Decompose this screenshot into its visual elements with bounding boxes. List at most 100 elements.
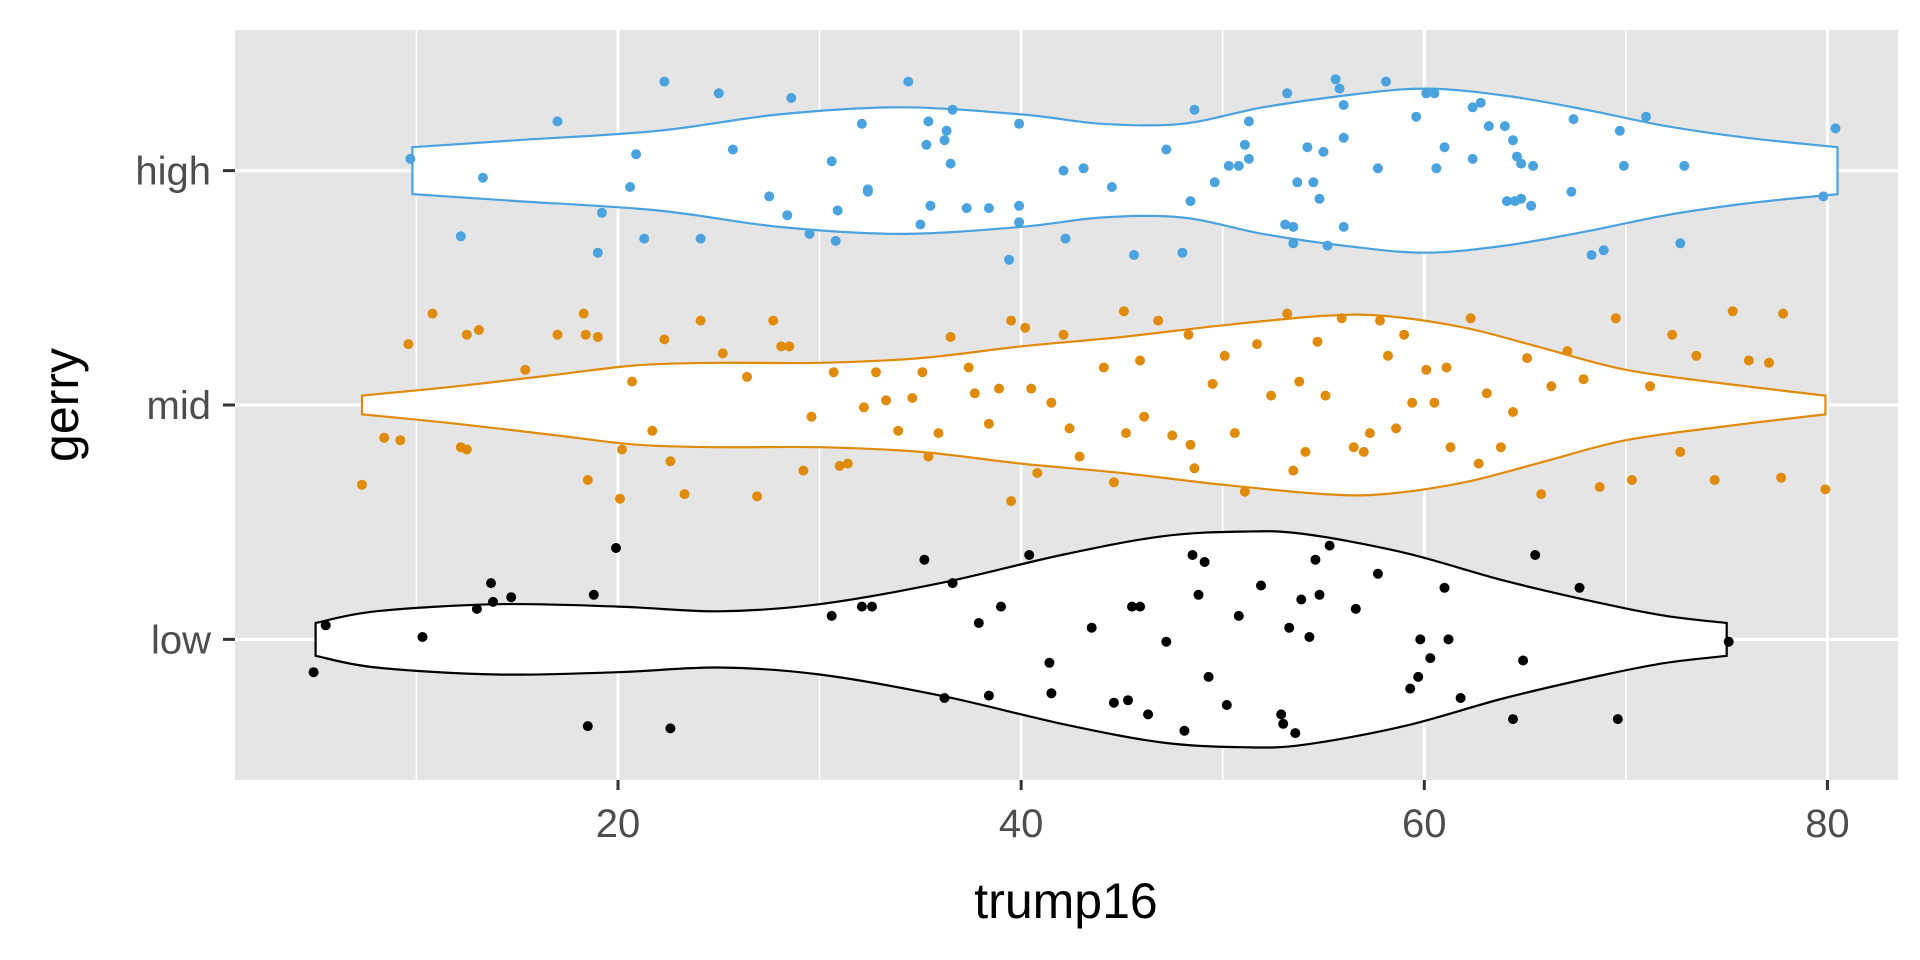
point-high bbox=[552, 116, 563, 127]
point-mid bbox=[994, 383, 1004, 394]
point-mid bbox=[806, 411, 817, 422]
point-high bbox=[804, 228, 815, 239]
point-high bbox=[915, 219, 926, 230]
y-tick-label: high bbox=[135, 150, 211, 194]
point-mid bbox=[1645, 381, 1656, 392]
point-low bbox=[1425, 653, 1436, 664]
point-low bbox=[1221, 700, 1232, 710]
point-high bbox=[1830, 123, 1841, 134]
point-high bbox=[695, 233, 706, 244]
point-high bbox=[1483, 121, 1494, 132]
point-high bbox=[939, 135, 950, 146]
point-mid bbox=[627, 376, 638, 387]
x-tick-label: 40 bbox=[999, 802, 1044, 846]
point-mid bbox=[1709, 475, 1720, 485]
point-low bbox=[1179, 725, 1190, 736]
point-mid bbox=[1252, 339, 1262, 350]
point-mid bbox=[357, 479, 367, 490]
point-high bbox=[945, 158, 956, 169]
point-mid bbox=[1391, 423, 1402, 434]
point-high bbox=[1177, 247, 1188, 258]
point-mid bbox=[1294, 376, 1305, 387]
point-mid bbox=[1546, 381, 1557, 392]
point-mid bbox=[1508, 407, 1518, 417]
violin-low bbox=[314, 530, 1728, 749]
point-low bbox=[471, 603, 482, 614]
point-low bbox=[867, 601, 877, 612]
point-low bbox=[939, 693, 950, 703]
x-tick-label: 60 bbox=[1402, 802, 1447, 846]
point-mid bbox=[665, 456, 676, 467]
point-low bbox=[417, 632, 428, 642]
point-mid bbox=[1383, 350, 1393, 361]
point-high bbox=[961, 203, 972, 214]
point-high bbox=[1314, 193, 1325, 204]
point-low bbox=[1574, 582, 1585, 593]
point-high bbox=[1475, 97, 1486, 108]
point-low bbox=[1233, 610, 1244, 621]
point-low bbox=[1304, 632, 1315, 642]
point-mid bbox=[1610, 313, 1621, 324]
point-mid bbox=[1626, 475, 1637, 485]
point-mid bbox=[983, 418, 994, 429]
point-mid bbox=[379, 432, 390, 443]
point-mid bbox=[1667, 329, 1678, 340]
point-low bbox=[665, 723, 676, 734]
x-axis: 20 40 60 80 bbox=[596, 780, 1850, 846]
point-mid bbox=[717, 348, 728, 359]
y-tick-label: low bbox=[151, 618, 211, 662]
point-low bbox=[320, 620, 331, 631]
point-high bbox=[1586, 250, 1597, 260]
point-mid bbox=[1481, 388, 1492, 399]
point-high bbox=[1288, 238, 1299, 249]
point-low bbox=[1508, 714, 1518, 725]
point-mid bbox=[1445, 442, 1456, 453]
point-low bbox=[1518, 655, 1529, 666]
point-mid bbox=[695, 315, 706, 326]
point-high bbox=[1338, 132, 1349, 143]
point-mid bbox=[1336, 313, 1347, 324]
point-high bbox=[1818, 191, 1829, 202]
point-high bbox=[639, 233, 650, 244]
point-mid bbox=[1465, 313, 1476, 324]
point-mid bbox=[798, 465, 809, 476]
point-high bbox=[1106, 182, 1117, 192]
point-mid bbox=[1046, 397, 1057, 408]
point-mid bbox=[1121, 428, 1131, 439]
point-mid bbox=[1135, 355, 1146, 366]
point-high bbox=[941, 125, 952, 136]
point-mid bbox=[615, 493, 625, 504]
point-high bbox=[1209, 177, 1220, 188]
point-mid bbox=[1578, 374, 1589, 385]
point-high bbox=[1508, 135, 1518, 146]
point-mid bbox=[828, 367, 839, 378]
point-mid bbox=[1743, 355, 1754, 366]
point-mid bbox=[473, 325, 484, 335]
point-high bbox=[1185, 196, 1196, 207]
point-mid bbox=[881, 395, 892, 406]
point-high bbox=[1292, 177, 1303, 188]
point-high bbox=[1512, 151, 1522, 162]
point-mid bbox=[1594, 482, 1605, 492]
point-mid bbox=[592, 332, 603, 342]
point-low bbox=[1413, 671, 1424, 682]
point-mid bbox=[1778, 308, 1789, 319]
point-high bbox=[713, 88, 724, 99]
point-high bbox=[631, 149, 642, 160]
point-high bbox=[1233, 160, 1244, 171]
point-low bbox=[1612, 714, 1623, 725]
point-high bbox=[659, 76, 670, 87]
violin-high bbox=[411, 87, 1839, 254]
point-mid bbox=[1421, 364, 1432, 375]
point-high bbox=[1243, 153, 1254, 164]
point-mid bbox=[1320, 390, 1331, 401]
point-high bbox=[1243, 116, 1254, 127]
point-mid bbox=[1207, 378, 1218, 389]
point-high bbox=[1302, 142, 1313, 153]
point-low bbox=[1405, 683, 1416, 694]
point-mid bbox=[1562, 346, 1573, 357]
point-mid bbox=[427, 308, 438, 319]
point-low bbox=[1278, 718, 1289, 729]
point-mid bbox=[1098, 362, 1109, 373]
point-mid bbox=[580, 329, 591, 340]
